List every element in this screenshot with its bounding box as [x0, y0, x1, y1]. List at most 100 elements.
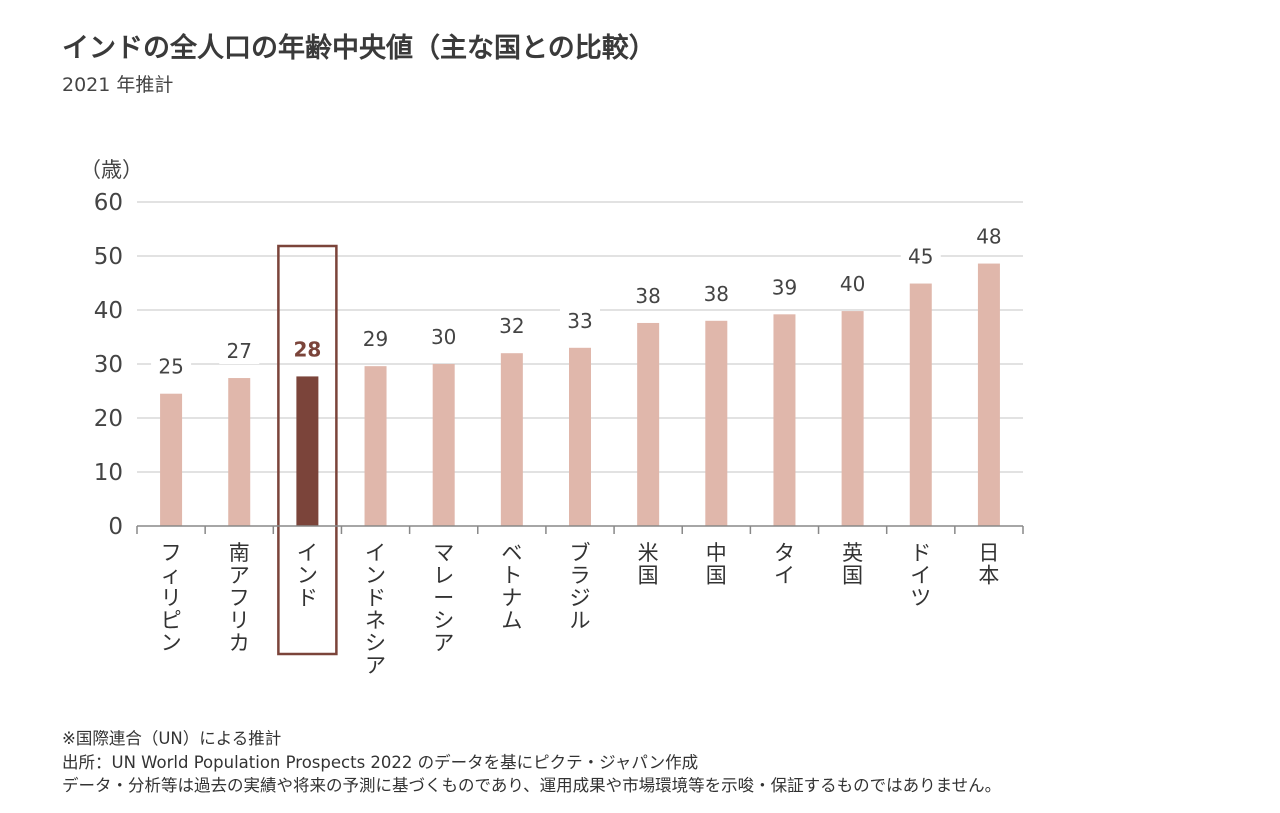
- category-label: シ: [433, 609, 454, 633]
- footnotes: ※国際連合（UN）による推計 出所：UN World Population Pr…: [62, 727, 1001, 798]
- chart-subtitle: 2021 年推計: [62, 74, 174, 96]
- category-label: 南: [229, 541, 250, 565]
- data-label: 29: [363, 327, 388, 351]
- data-label-backing: [491, 313, 532, 340]
- data-label-backing: [628, 282, 669, 309]
- bar: [500, 353, 523, 526]
- category-label: イ: [297, 541, 318, 565]
- data-label: 30: [431, 325, 456, 349]
- y-tick-label: 50: [94, 244, 123, 270]
- bar: [909, 283, 932, 526]
- data-label: 32: [499, 314, 524, 338]
- data-label-backing: [832, 271, 873, 298]
- data-label-backing: [560, 307, 600, 334]
- category-label: ネ: [365, 609, 386, 633]
- data-label-backing: [423, 324, 464, 350]
- bar: [160, 393, 183, 526]
- bar: [364, 366, 387, 526]
- footnote-un: ※国際連合（UN）による推計: [62, 729, 282, 748]
- category-label: ツ: [910, 586, 931, 610]
- category-label: ド: [365, 586, 386, 610]
- category-label: ド: [910, 541, 931, 565]
- category-label: ン: [297, 564, 318, 588]
- bar: [432, 364, 455, 526]
- data-label-backing: [900, 243, 941, 270]
- data-label: 38: [635, 284, 660, 308]
- category-label: ド: [297, 586, 318, 610]
- data-label-backing: [696, 280, 737, 307]
- data-label: 33: [567, 309, 592, 333]
- category-label: ン: [365, 564, 386, 588]
- category-label: イ: [365, 541, 386, 565]
- y-axis-label: （歳）: [80, 158, 143, 182]
- data-label-backing: [219, 338, 260, 365]
- y-tick-label: 40: [94, 298, 123, 324]
- category-label: ン: [161, 631, 182, 655]
- y-tick-label: 30: [94, 352, 123, 378]
- data-label: 28: [293, 337, 321, 361]
- category-label: タ: [774, 541, 795, 565]
- category-label: 日: [978, 541, 999, 565]
- data-label: 40: [840, 272, 865, 296]
- bar: [569, 347, 591, 526]
- data-label-backing: [968, 223, 1009, 250]
- category-label: ナ: [501, 586, 522, 610]
- data-label-backing: [355, 326, 396, 353]
- category-label: ル: [570, 609, 591, 633]
- bar: [977, 263, 1000, 526]
- category-label: ラ: [570, 564, 591, 588]
- footnote-source: 出所：UN World Population Prospects 2022 のデ…: [62, 752, 699, 772]
- y-tick-label: 0: [108, 514, 123, 540]
- category-label: ベ: [501, 541, 522, 565]
- bar: [841, 311, 864, 526]
- bar: [296, 376, 319, 526]
- data-label: 25: [158, 355, 183, 379]
- category-label: ア: [365, 654, 386, 678]
- category-label: イ: [910, 564, 931, 588]
- bar-chart: 0102030405060（歳）25フィリピン27南アフリカ28インド29インド…: [80, 158, 1024, 678]
- category-label: 国: [638, 564, 659, 588]
- data-label: 45: [908, 245, 933, 269]
- category-label: カ: [229, 631, 250, 655]
- category-label: 中: [706, 541, 727, 565]
- category-label: ピ: [161, 609, 182, 633]
- category-label: ア: [433, 631, 454, 655]
- category-label: 国: [842, 564, 863, 588]
- chart-title: インドの全人口の年齢中央値（主な国との比較）: [62, 33, 656, 64]
- data-label-backing: [764, 274, 805, 301]
- category-label: フ: [161, 541, 182, 565]
- category-label: シ: [365, 631, 386, 655]
- data-label: 27: [227, 339, 252, 363]
- category-label: リ: [229, 609, 250, 633]
- bar: [705, 320, 728, 526]
- category-label: ジ: [570, 586, 591, 610]
- bar: [637, 322, 660, 526]
- bar: [773, 314, 796, 526]
- category-label: ム: [501, 609, 522, 633]
- category-label: マ: [433, 541, 454, 565]
- category-label: フ: [229, 586, 250, 610]
- data-label: 38: [704, 282, 729, 306]
- category-label: ト: [501, 564, 522, 588]
- data-label: 48: [976, 225, 1001, 249]
- y-tick-label: 60: [94, 190, 123, 216]
- y-tick-label: 10: [94, 460, 123, 486]
- y-tick-label: 20: [94, 406, 123, 432]
- category-label: 英: [842, 541, 863, 565]
- category-label: 国: [706, 564, 727, 588]
- highlight-box: [277, 244, 338, 656]
- category-label: ア: [229, 564, 250, 588]
- footnote-disclaimer: データ・分析等は過去の実績や将来の予測に基づくものであり、運用成果や市場環境等を…: [62, 776, 1002, 795]
- data-label: 39: [772, 275, 797, 299]
- bar: [228, 378, 251, 526]
- category-label: 本: [978, 564, 999, 588]
- data-label-backing: [151, 353, 192, 380]
- category-label: 米: [638, 541, 659, 565]
- category-label: ィ: [161, 564, 182, 588]
- category-label: リ: [161, 586, 182, 610]
- data-label-backing: [287, 336, 328, 363]
- category-label: レ: [433, 564, 454, 588]
- category-label: イ: [774, 564, 795, 588]
- category-label: ブ: [570, 541, 591, 565]
- category-label: ー: [433, 586, 454, 610]
